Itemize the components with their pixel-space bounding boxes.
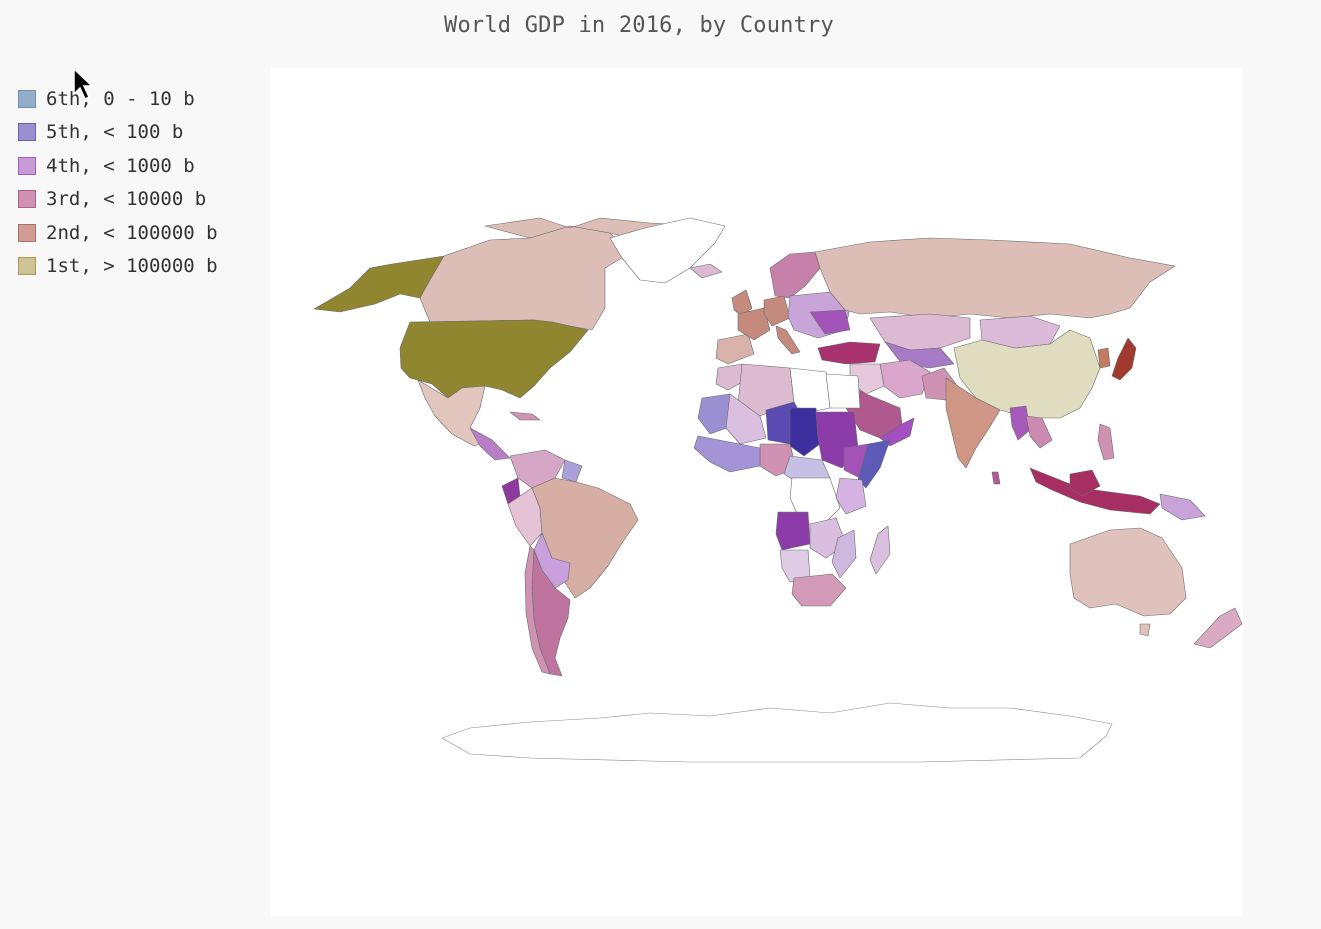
world-map (313, 217, 1243, 763)
country-france[interactable] (737, 307, 771, 341)
legend-label: 1st, > 100000 b (46, 255, 218, 278)
country-sri-lanka[interactable] (991, 471, 1001, 485)
country-west-africa-coast[interactable] (693, 435, 761, 473)
country-greenland[interactable] (609, 217, 726, 284)
country-mali[interactable] (725, 393, 767, 445)
country-canada[interactable] (419, 225, 631, 331)
country-australia[interactable] (1069, 527, 1187, 617)
country-new-zealand[interactable] (1193, 607, 1243, 649)
legend-label: 4th, < 1000 b (46, 154, 195, 177)
legend-swatch (18, 257, 36, 276)
legend-label: 6th, 0 - 10 b (46, 87, 195, 110)
country-spain[interactable] (715, 333, 755, 365)
country-angola[interactable] (775, 511, 811, 551)
country-central-america[interactable] (469, 427, 511, 461)
legend-swatch (18, 223, 36, 242)
country-somalia[interactable] (857, 439, 891, 489)
legend-item[interactable]: 1st, > 100000 b (18, 250, 218, 284)
legend-swatch (18, 156, 36, 175)
country-madagascar[interactable] (869, 525, 891, 575)
legend-label: 5th, < 100 b (46, 121, 184, 144)
region-antarctica[interactable] (441, 702, 1113, 763)
legend-item[interactable]: 6th, 0 - 10 b (18, 82, 218, 116)
legend-item[interactable]: 4th, < 1000 b (18, 149, 218, 183)
mouse-cursor-icon (73, 68, 94, 101)
legend-swatch (18, 190, 36, 209)
country-morocco[interactable] (715, 363, 747, 391)
country-iceland[interactable] (689, 263, 723, 279)
country-chad[interactable] (789, 407, 821, 457)
country-cuba[interactable] (509, 411, 541, 421)
country-india[interactable] (945, 377, 1001, 469)
legend-label: 3rd, < 10000 b (46, 188, 207, 211)
country-borneo[interactable] (1069, 469, 1101, 497)
country-turkey[interactable] (817, 341, 881, 365)
country-mozambique[interactable] (831, 529, 857, 579)
country-south-africa[interactable] (791, 573, 847, 607)
country-chile[interactable] (524, 545, 551, 675)
legend-item[interactable]: 2nd, < 100000 b (18, 216, 218, 250)
country-kazakhstan[interactable] (869, 313, 971, 351)
country-egypt[interactable] (825, 373, 861, 409)
country-united-states[interactable] (399, 319, 589, 399)
legend-item[interactable]: 5th, < 100 b (18, 116, 218, 150)
country-thailand-vietnam[interactable] (1025, 415, 1053, 449)
country-indonesia[interactable] (1029, 467, 1161, 515)
country-ukraine[interactable] (809, 309, 851, 335)
map-plot-area (270, 68, 1243, 916)
legend-item[interactable]: 3rd, < 10000 b (18, 183, 218, 217)
country-east-africa[interactable] (835, 477, 867, 515)
country-guianas[interactable] (561, 459, 583, 483)
country-papua[interactable] (1159, 493, 1206, 521)
legend-swatch (18, 89, 36, 108)
country-tasmania[interactable] (1139, 623, 1151, 637)
country-myanmar[interactable] (1009, 405, 1031, 441)
country-japan[interactable] (1111, 337, 1137, 381)
country-scandinavia[interactable] (769, 251, 821, 299)
country-russia[interactable] (814, 237, 1176, 319)
legend-swatch (18, 123, 36, 142)
legend-label: 2nd, < 100000 b (46, 221, 218, 244)
chart-title: World GDP in 2016, by Country (444, 13, 834, 38)
country-philippines[interactable] (1097, 423, 1115, 461)
country-korea[interactable] (1097, 347, 1111, 369)
country-germany[interactable] (763, 295, 791, 327)
legend: 6th, 0 - 10 b 5th, < 100 b 4th, < 1000 b 3r… (18, 82, 218, 283)
country-italy[interactable] (775, 325, 801, 355)
